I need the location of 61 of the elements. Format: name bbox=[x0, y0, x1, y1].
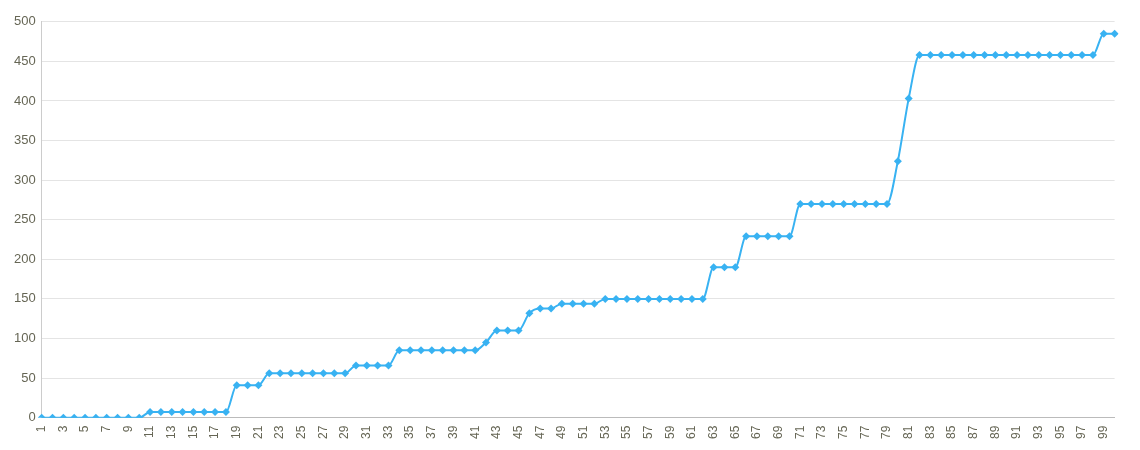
y-tick-label: 0 bbox=[28, 409, 36, 425]
x-tick-label: 63 bbox=[705, 425, 720, 440]
y-tick-label: 400 bbox=[13, 92, 36, 108]
x-tick-label: 5 bbox=[77, 425, 92, 433]
x-tick-label: 57 bbox=[640, 425, 655, 440]
x-tick-label: 81 bbox=[901, 425, 915, 440]
x-tick-label: 77 bbox=[857, 425, 872, 440]
x-tick-label: 21 bbox=[250, 425, 265, 440]
x-tick-label: 15 bbox=[185, 425, 200, 440]
y-tick-label: 150 bbox=[13, 290, 36, 306]
x-tick-label: 61 bbox=[684, 425, 699, 440]
x-tick-label: 53 bbox=[597, 425, 612, 440]
x-tick-label: 23 bbox=[272, 425, 287, 440]
x-tick-label: 1 bbox=[34, 425, 48, 433]
x-tick-label: 95 bbox=[1052, 425, 1067, 440]
x-tick-label: 3 bbox=[55, 425, 70, 433]
x-tick-label: 93 bbox=[1031, 425, 1046, 440]
x-tick-label: 69 bbox=[770, 425, 785, 440]
x-tick-label: 41 bbox=[467, 425, 482, 440]
x-tick-label: 31 bbox=[359, 425, 374, 440]
y-tick-label: 300 bbox=[13, 171, 36, 187]
x-tick-label: 65 bbox=[727, 425, 742, 440]
y-tick-label: 50 bbox=[21, 369, 36, 385]
x-tick-label: 13 bbox=[164, 425, 179, 440]
x-tick-label: 11 bbox=[142, 425, 157, 439]
y-tick-label: 200 bbox=[13, 250, 36, 266]
x-tick-label: 79 bbox=[879, 425, 894, 440]
x-tick-label: 91 bbox=[1009, 425, 1024, 440]
x-tick-label: 59 bbox=[662, 425, 677, 440]
x-tick-label: 85 bbox=[944, 425, 959, 440]
x-tick-label: 7 bbox=[99, 425, 114, 433]
x-tick-label: 71 bbox=[792, 425, 807, 440]
x-tick-label: 35 bbox=[402, 425, 417, 440]
x-tick-label: 37 bbox=[424, 425, 439, 440]
x-tick-label: 9 bbox=[120, 425, 135, 433]
y-tick-label: 450 bbox=[13, 52, 36, 68]
x-tick-label: 39 bbox=[445, 425, 460, 440]
y-tick-label: 500 bbox=[13, 13, 36, 29]
x-tick-label: 49 bbox=[554, 425, 569, 440]
x-tick-label: 99 bbox=[1096, 425, 1111, 440]
y-tick-label: 350 bbox=[13, 132, 36, 148]
x-tick-label: 89 bbox=[987, 425, 1002, 440]
x-tick-label: 29 bbox=[337, 425, 352, 440]
x-tick-label: 47 bbox=[532, 425, 547, 440]
x-tick-label: 97 bbox=[1074, 425, 1089, 440]
x-tick-label: 67 bbox=[749, 425, 764, 440]
x-tick-label: 17 bbox=[207, 425, 222, 440]
x-tick-label: 45 bbox=[510, 425, 525, 440]
x-tick-label: 33 bbox=[380, 425, 395, 440]
x-tick-label: 87 bbox=[966, 425, 981, 440]
x-tick-label: 51 bbox=[575, 425, 590, 440]
x-tick-label: 25 bbox=[294, 425, 309, 440]
x-tick-label: 75 bbox=[835, 425, 850, 440]
x-tick-label: 73 bbox=[814, 425, 829, 440]
x-tick-label: 83 bbox=[922, 425, 937, 440]
y-tick-label: 100 bbox=[13, 330, 36, 346]
x-tick-label: 43 bbox=[489, 425, 504, 440]
x-tick-label: 55 bbox=[619, 425, 634, 440]
x-tick-label: 27 bbox=[315, 425, 330, 440]
y-tick-label: 250 bbox=[13, 211, 36, 227]
x-tick-label: 19 bbox=[229, 425, 244, 440]
